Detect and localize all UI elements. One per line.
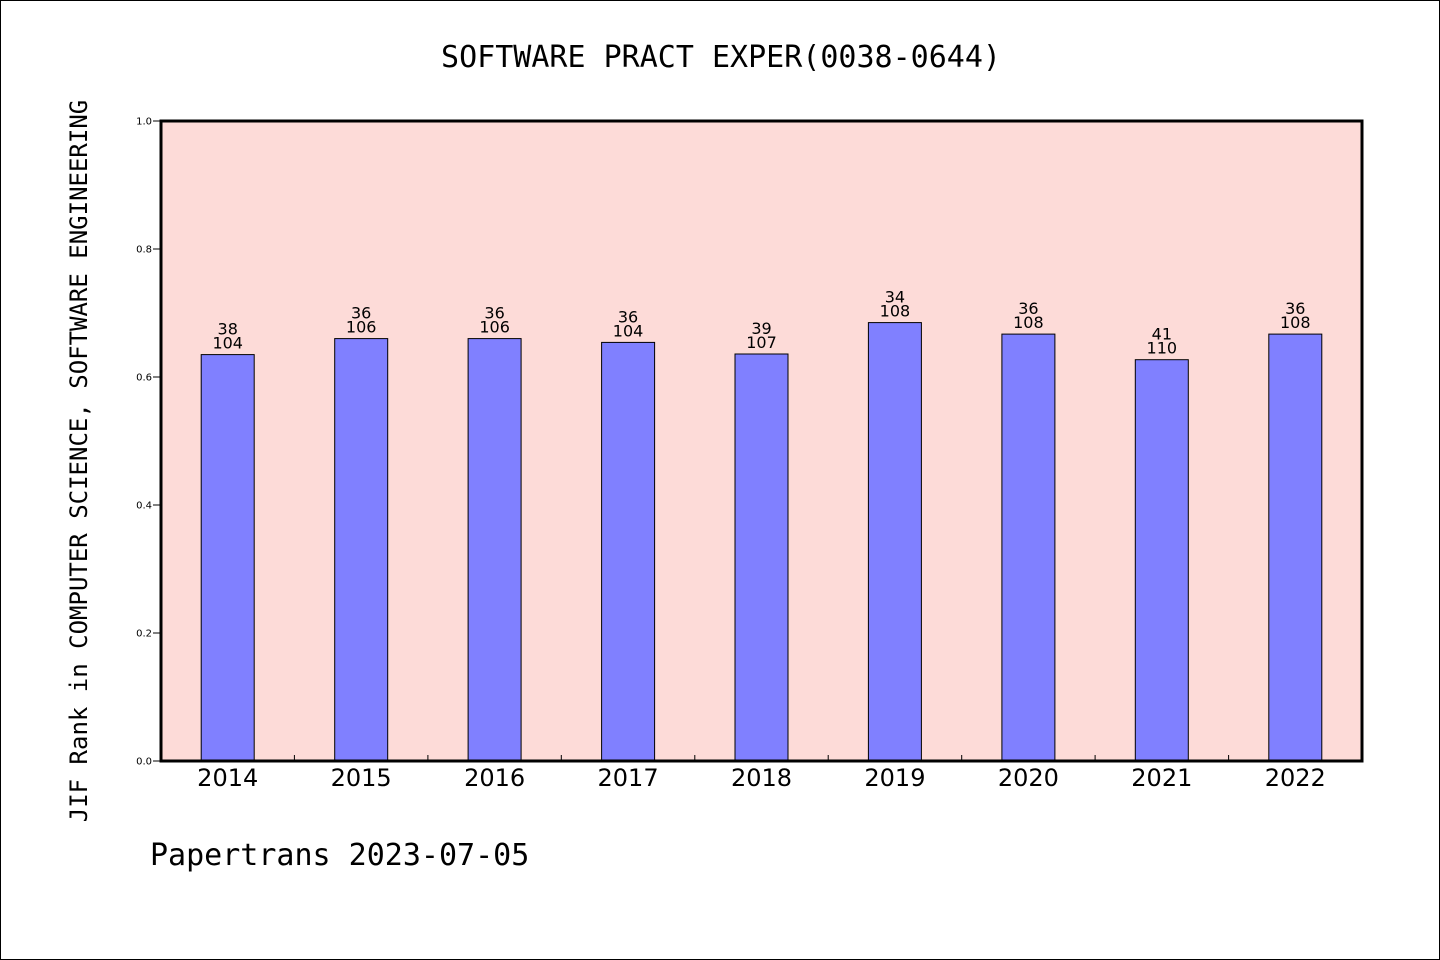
x-tick-label-2020: 2020: [998, 764, 1059, 792]
x-axis-ticks: 2014 2015 2016 2017 2018 2019 2020 2021 2022: [197, 755, 1326, 792]
x-tick-label-2018: 2018: [731, 764, 792, 792]
x-tick-label-2019: 2019: [864, 764, 925, 792]
y-tick-label-0.2: 0.2: [136, 629, 152, 640]
bars-group: [200, 322, 1323, 762]
x-tick-label-2022: 2022: [1265, 764, 1326, 792]
bar-label-total-2018: 107: [746, 333, 777, 352]
bar-label-rank-2018: 39: [751, 319, 771, 338]
y-tick-label-0.6: 0.6: [136, 373, 152, 384]
y-axis-label: JIF Rank in COMPUTER SCIENCE, SOFTWARE E…: [65, 100, 93, 822]
bar-2022: [1268, 333, 1323, 762]
bar-label-total-2022: 108: [1280, 313, 1311, 332]
bar-label-rank-2014: 38: [218, 320, 238, 339]
bar-label-rank-2015: 36: [351, 304, 371, 323]
x-tick-label-2016: 2016: [464, 764, 525, 792]
bar-2017: [601, 341, 656, 762]
bar-label-rank-2020: 36: [1018, 299, 1038, 318]
bar-label-rank-2017: 36: [618, 307, 638, 326]
bar-label-rank-2021: 41: [1152, 325, 1172, 344]
bar-label-rank-2019: 34: [885, 288, 905, 307]
bar-label-total-2015: 106: [346, 318, 377, 337]
x-tick-label-2017: 2017: [598, 764, 659, 792]
y-axis-ticks: 0.0 0.2 0.4 0.6 0.8 1.0: [136, 117, 161, 768]
bar-label-total-2020: 108: [1013, 313, 1044, 332]
footer-credit: Papertrans 2023-07-05: [150, 838, 529, 873]
bar-label-rank-2016: 36: [484, 304, 504, 323]
y-tick-label-0.8: 0.8: [136, 245, 152, 256]
bar-label-total-2019: 108: [880, 302, 911, 321]
bar-label-total-2021: 110: [1147, 339, 1178, 358]
plot-frame: [159, 119, 1364, 763]
chart-title: SOFTWARE PRACT EXPER(0038-0644): [441, 40, 1001, 75]
bar-label-total-2014: 104: [212, 334, 243, 353]
bar-label-total-2016: 106: [479, 318, 510, 337]
bar-2016: [467, 338, 522, 762]
y-tick-label-0.0: 0.0: [136, 757, 152, 768]
bar-label-total-2017: 104: [613, 321, 644, 340]
bar-2019: [867, 322, 922, 762]
x-tick-label-2021: 2021: [1131, 764, 1192, 792]
x-tick-label-2014: 2014: [197, 764, 258, 792]
x-tick-label-2015: 2015: [331, 764, 392, 792]
bar-2021: [1134, 359, 1189, 762]
y-tick-label-0.4: 0.4: [136, 501, 152, 512]
bar-2014: [200, 354, 255, 762]
bar-2015: [334, 338, 389, 762]
y-tick-label-1.0: 1.0: [136, 117, 152, 128]
bar-label-rank-2022: 36: [1285, 299, 1305, 318]
bar-2020: [1001, 333, 1056, 762]
bar-2018: [734, 353, 789, 762]
